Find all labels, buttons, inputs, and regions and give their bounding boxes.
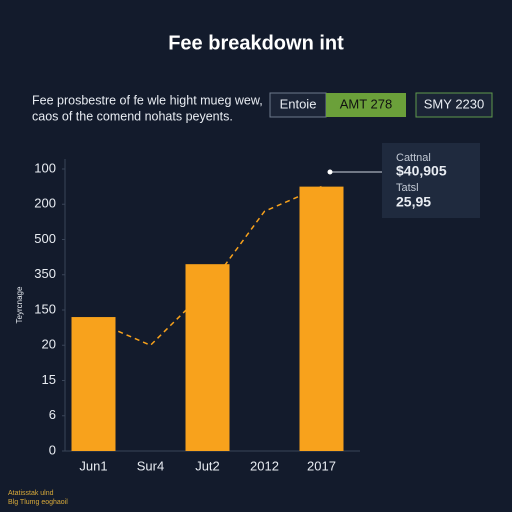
x-tick-label: Sur4 <box>137 458 164 473</box>
y-axis-label: Teyrcnage <box>15 286 24 323</box>
tooltip-text: Cattnal <box>396 152 431 164</box>
y-tick-label: 20 <box>42 337 56 352</box>
x-tick-label: 2017 <box>307 458 336 473</box>
x-tick-label: Jun1 <box>79 458 107 473</box>
y-tick-label: 100 <box>34 160 56 175</box>
x-tick-label: 2012 <box>250 458 279 473</box>
y-tick-label: 15 <box>42 372 56 387</box>
y-tick-label: 350 <box>34 266 56 281</box>
y-tick-label: 0 <box>49 442 56 457</box>
tooltip-dot <box>327 169 333 175</box>
subtitle: caos of the comend nohats peyents. <box>32 109 233 123</box>
footer: Atatisstak ulnd <box>8 490 54 497</box>
x-tick-label: Jut2 <box>195 458 220 473</box>
y-tick-label: 200 <box>34 196 56 211</box>
button-label[interactable]: SMY 2230 <box>424 96 484 111</box>
bar <box>71 317 116 451</box>
button[interactable] <box>269 92 327 118</box>
tooltip-text: Tatsl <box>396 182 419 194</box>
tooltip-text: $40,905 <box>396 163 447 179</box>
button[interactable] <box>326 93 406 117</box>
footer: Blg Tlumg eoghaoil <box>8 499 68 506</box>
tooltip <box>382 143 480 218</box>
tooltip-text: 25,95 <box>396 194 431 210</box>
bar <box>185 264 230 451</box>
y-tick-label: 6 <box>49 407 56 422</box>
button-label[interactable]: AMT 278 <box>340 96 393 111</box>
button[interactable] <box>415 92 493 118</box>
bar <box>299 186 344 451</box>
subtitle: Fee prosbestre of fe wle hight mueg wew, <box>32 93 263 107</box>
button-label[interactable]: Entoie <box>280 96 317 111</box>
chart-title: Fee breakdown int <box>168 32 344 54</box>
y-tick-label: 500 <box>34 231 56 246</box>
y-tick-label: 150 <box>34 301 56 316</box>
